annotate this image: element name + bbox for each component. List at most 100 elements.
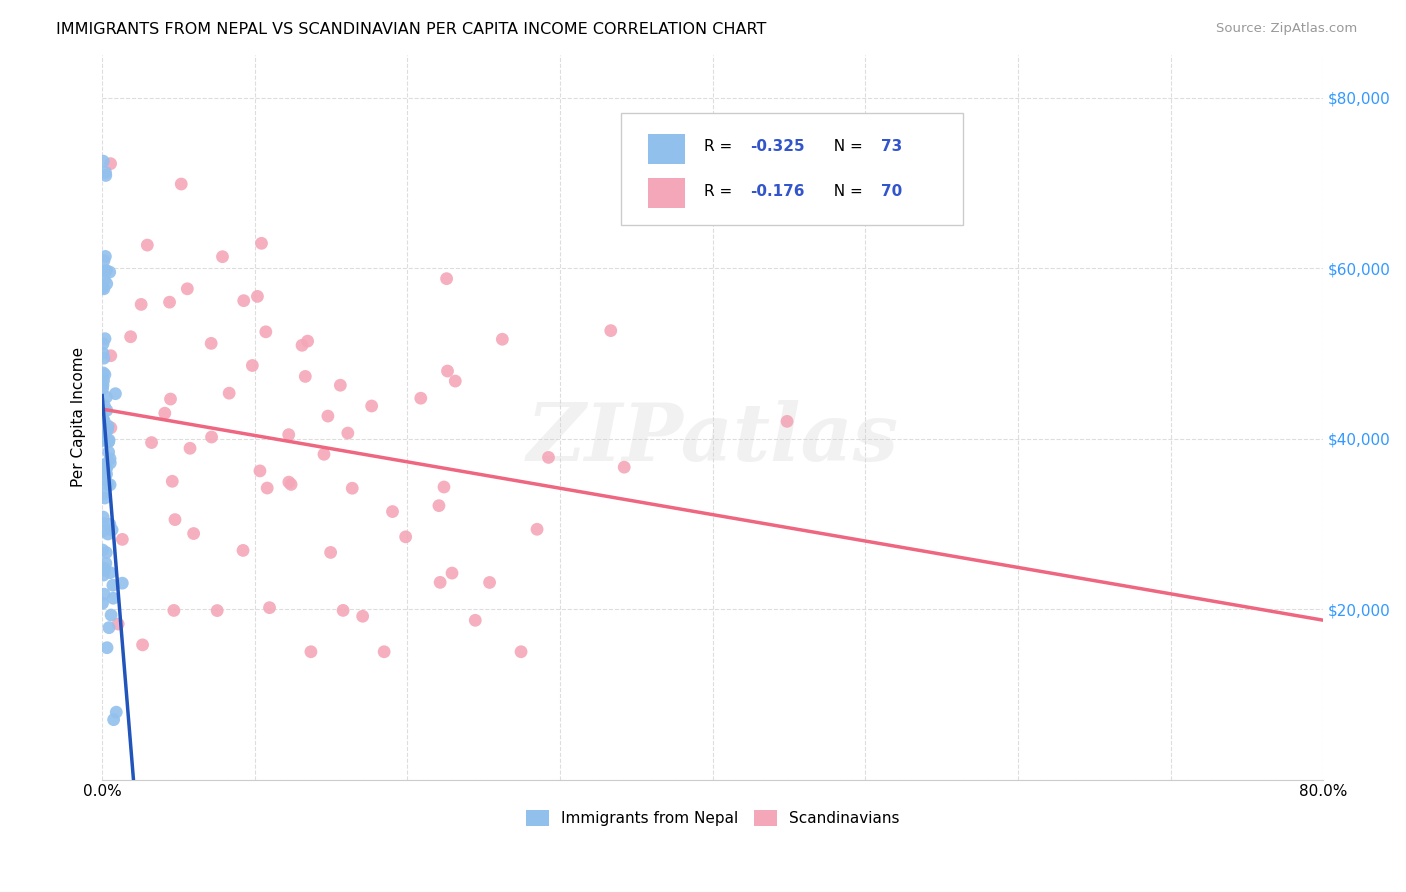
Point	[280, 477, 302, 491]
Point	[436, 364, 458, 378]
Point	[409, 391, 432, 405]
Point	[352, 609, 374, 624]
Point	[93, 561, 115, 575]
Point	[291, 338, 314, 352]
Point	[93, 253, 115, 268]
Text: 73: 73	[882, 139, 903, 154]
Point	[176, 282, 198, 296]
Point	[96, 403, 118, 417]
Point	[91, 336, 114, 351]
Point	[91, 281, 114, 295]
Point	[91, 460, 114, 475]
Point	[93, 425, 115, 439]
Point	[96, 263, 118, 277]
Point	[96, 461, 118, 475]
Point	[94, 473, 117, 487]
Point	[107, 617, 129, 632]
Point	[444, 374, 467, 388]
FancyBboxPatch shape	[648, 178, 685, 209]
Point	[98, 621, 121, 635]
Point	[98, 477, 121, 491]
Point	[94, 457, 117, 471]
Point	[427, 499, 450, 513]
Point	[232, 543, 254, 558]
Point	[179, 442, 201, 456]
Point	[162, 475, 184, 489]
Point	[329, 378, 352, 392]
Point	[94, 264, 117, 278]
Point	[316, 409, 339, 423]
Point	[360, 399, 382, 413]
Point	[97, 434, 120, 449]
Point	[96, 390, 118, 404]
Point	[96, 640, 118, 655]
Point	[100, 608, 122, 623]
Point	[91, 434, 114, 448]
Point	[433, 480, 456, 494]
Point	[93, 458, 115, 472]
Point	[526, 522, 548, 536]
Point	[254, 325, 277, 339]
Point	[218, 386, 240, 401]
Point	[97, 445, 120, 459]
Legend: Immigrants from Nepal, Scandinavians: Immigrants from Nepal, Scandinavians	[526, 810, 900, 826]
Point	[101, 591, 124, 606]
Point	[159, 392, 181, 406]
Point	[373, 645, 395, 659]
Point	[599, 324, 621, 338]
Point	[91, 346, 114, 360]
Point	[96, 277, 118, 291]
Point	[94, 249, 117, 263]
Point	[111, 533, 134, 547]
Point	[91, 596, 114, 610]
Text: 70: 70	[882, 185, 903, 199]
Point	[93, 399, 115, 413]
Point	[440, 566, 463, 580]
Point	[464, 613, 486, 627]
Point	[294, 369, 316, 384]
Text: N =: N =	[824, 185, 868, 199]
Point	[332, 603, 354, 617]
Point	[141, 435, 163, 450]
Point	[105, 705, 128, 719]
Point	[91, 378, 114, 392]
Point	[94, 368, 117, 382]
Point	[91, 154, 114, 169]
Point	[319, 545, 342, 559]
Point	[91, 516, 114, 531]
Point	[93, 273, 115, 287]
Point	[312, 447, 335, 461]
Point	[98, 451, 121, 466]
Point	[93, 568, 115, 582]
Point	[103, 713, 125, 727]
Text: IMMIGRANTS FROM NEPAL VS SCANDINAVIAN PER CAPITA INCOME CORRELATION CHART: IMMIGRANTS FROM NEPAL VS SCANDINAVIAN PE…	[56, 22, 766, 37]
Point	[93, 374, 115, 388]
Point	[211, 250, 233, 264]
Point	[91, 409, 114, 424]
Point	[111, 576, 134, 591]
Point	[91, 510, 114, 524]
Point	[97, 419, 120, 434]
Point	[200, 336, 222, 351]
Point	[93, 351, 115, 366]
Text: N =: N =	[824, 139, 868, 154]
Point	[170, 177, 193, 191]
Point	[381, 505, 404, 519]
Point	[98, 456, 121, 470]
Point	[436, 271, 458, 285]
Point	[491, 332, 513, 346]
Point	[101, 523, 124, 537]
Point	[232, 293, 254, 308]
Point	[91, 410, 114, 425]
Point	[98, 517, 121, 532]
Point	[277, 427, 299, 442]
Point	[91, 366, 114, 380]
Point	[98, 566, 121, 580]
Point	[159, 295, 181, 310]
Point	[94, 556, 117, 570]
Point	[120, 329, 142, 343]
Point	[94, 425, 117, 440]
Text: R =: R =	[704, 185, 737, 199]
Point	[299, 645, 322, 659]
Point	[101, 578, 124, 592]
